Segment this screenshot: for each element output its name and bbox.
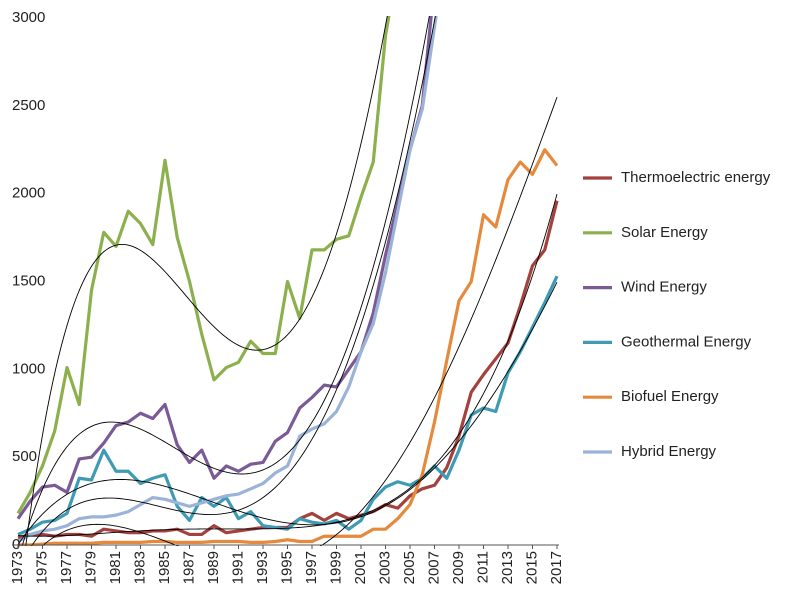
y-tick-label: 500 xyxy=(12,448,37,465)
data-line xyxy=(16,16,433,520)
x-tick-label: 2009 xyxy=(450,551,467,584)
trendline xyxy=(17,282,558,545)
x-tick-label: 1995 xyxy=(278,551,295,584)
legend-label: Wind Energy xyxy=(621,279,707,296)
x-tick-label: 1983 xyxy=(131,551,148,584)
legend-label: Biofuel Energy xyxy=(621,388,719,405)
x-tick-label: 1987 xyxy=(180,551,197,584)
trendline xyxy=(17,194,558,537)
legend-label: Thermoelectric energy xyxy=(621,169,771,186)
y-tick-label: 0 xyxy=(12,536,20,553)
legend-label: Geothermal Energy xyxy=(621,333,752,350)
x-tick-label: 2003 xyxy=(376,551,393,584)
trendline xyxy=(31,16,436,546)
x-tick-label: 1975 xyxy=(33,551,50,584)
legend-label: Hybrid Energy xyxy=(621,443,717,460)
x-tick-label: 2017 xyxy=(548,551,565,584)
y-tick-label: 2500 xyxy=(12,97,45,114)
x-tick-label: 1997 xyxy=(303,551,320,584)
data-line xyxy=(16,16,391,515)
x-tick-label: 2015 xyxy=(523,551,540,584)
y-tick-label: 1000 xyxy=(12,360,45,377)
y-tick-label: 2000 xyxy=(12,185,45,202)
data-line xyxy=(17,275,559,536)
x-tick-label: 1979 xyxy=(82,551,99,584)
x-tick-label: 2007 xyxy=(425,551,442,584)
plot-area xyxy=(16,16,559,546)
x-tick-label: 2001 xyxy=(352,551,369,584)
y-tick-label: 3000 xyxy=(12,9,45,26)
x-tick-label: 2013 xyxy=(499,551,516,584)
x-tick-label: 1991 xyxy=(229,551,246,584)
x-tick-label: 1989 xyxy=(205,551,222,584)
x-tick-label: 1985 xyxy=(156,551,173,584)
x-tick-label: 2005 xyxy=(401,551,418,584)
x-tick-label: 1999 xyxy=(327,551,344,584)
trendline xyxy=(41,96,558,546)
x-tick-label: 1993 xyxy=(254,551,271,584)
trendline xyxy=(21,16,430,546)
data-line xyxy=(17,16,438,543)
legend-label: Solar Energy xyxy=(621,224,708,241)
x-tick-label: 1981 xyxy=(107,551,124,584)
y-tick-label: 1500 xyxy=(12,272,45,289)
trendline xyxy=(25,16,388,546)
x-tick-label: 1973 xyxy=(9,551,26,584)
data-line xyxy=(18,148,559,546)
x-tick-label: 1977 xyxy=(58,551,75,584)
x-tick-label: 2011 xyxy=(474,551,491,583)
